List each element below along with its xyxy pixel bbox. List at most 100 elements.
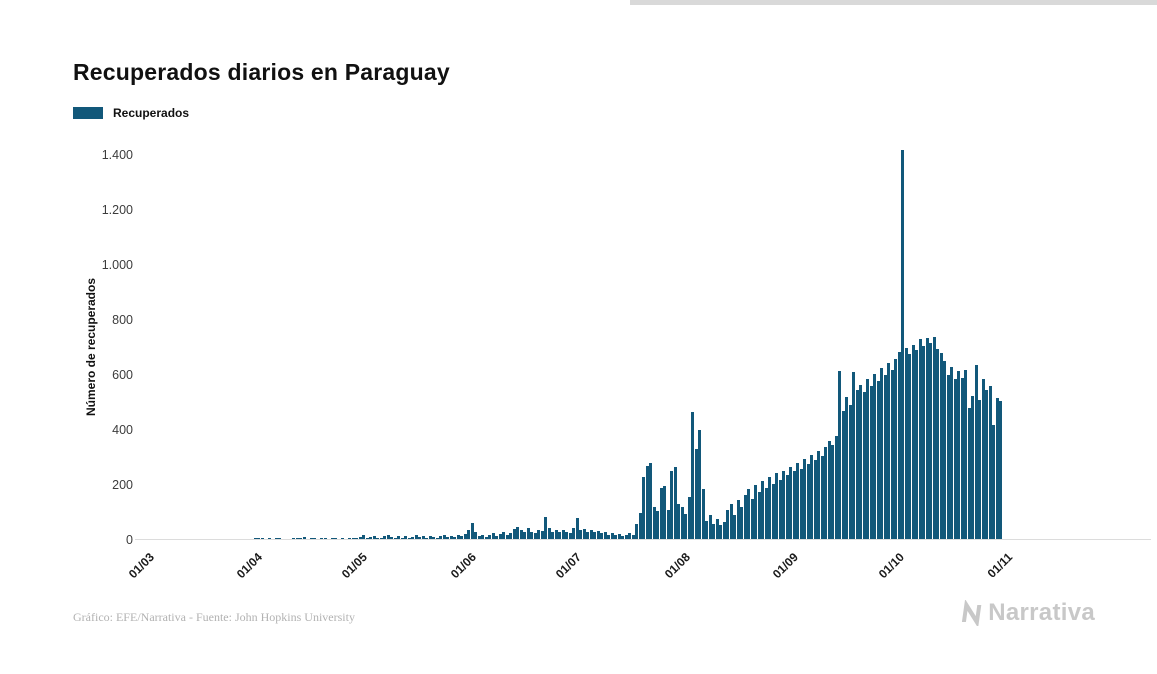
bar <box>621 535 624 540</box>
bar <box>880 368 883 540</box>
bar <box>813 460 817 540</box>
y-tick-label: 800 <box>112 313 133 327</box>
bar <box>495 536 498 540</box>
bar <box>642 476 645 540</box>
y-tick-label: 600 <box>112 368 133 382</box>
bar <box>719 524 722 540</box>
bar <box>379 537 383 540</box>
bar <box>782 471 785 540</box>
bar <box>680 507 684 540</box>
bar <box>883 375 887 540</box>
bar <box>666 509 670 540</box>
bar <box>988 386 992 540</box>
bar <box>922 346 925 540</box>
bar <box>929 343 932 540</box>
bar <box>390 536 393 540</box>
bar <box>722 522 726 540</box>
bar <box>869 386 873 540</box>
bar <box>414 535 418 540</box>
brand-name: Narrativa <box>988 599 1095 626</box>
chart-legend: Recuperados <box>73 106 189 120</box>
bar <box>638 512 642 540</box>
bar <box>806 464 810 540</box>
bar <box>302 536 306 540</box>
bar <box>362 535 365 540</box>
bar <box>365 537 369 540</box>
bar <box>453 537 456 540</box>
bar <box>260 537 264 540</box>
bar <box>544 516 547 540</box>
bar <box>915 350 918 540</box>
bar <box>568 533 572 540</box>
bar <box>733 515 736 540</box>
bar <box>470 522 474 540</box>
bar <box>946 375 950 540</box>
bar <box>512 529 516 540</box>
bar <box>617 533 621 540</box>
plot-area: 0 200 400 600 800 1.000 1.200 1.400 01/03 01/04 0… <box>102 148 1151 581</box>
bar <box>978 399 981 540</box>
bar <box>743 494 747 540</box>
bar <box>551 531 554 540</box>
bar <box>859 384 862 540</box>
bar <box>841 410 845 540</box>
bar <box>708 515 712 540</box>
bar <box>428 535 432 540</box>
bar <box>628 533 631 540</box>
bar <box>572 527 575 540</box>
bar <box>435 537 439 540</box>
bar <box>967 408 971 540</box>
bar <box>901 149 904 540</box>
bar <box>705 520 708 540</box>
bar <box>554 529 558 540</box>
bar <box>831 445 834 540</box>
bar <box>491 533 495 540</box>
bar <box>421 536 425 540</box>
bar <box>824 446 827 540</box>
bar <box>295 537 299 540</box>
bar <box>488 535 491 540</box>
bar <box>960 377 964 540</box>
bar <box>456 535 460 540</box>
bar <box>873 373 876 540</box>
bar <box>547 527 551 540</box>
brand-logo: Narrativa <box>959 599 1095 627</box>
bar <box>943 361 946 540</box>
bar <box>397 536 400 540</box>
bar <box>519 530 523 540</box>
bar <box>579 530 582 540</box>
bar <box>855 390 859 540</box>
bar <box>778 479 782 540</box>
bar <box>820 456 824 540</box>
bar <box>649 463 652 540</box>
bar <box>610 533 614 540</box>
bar <box>687 497 691 540</box>
bar <box>505 535 509 540</box>
bar <box>348 537 351 540</box>
bar <box>614 535 617 540</box>
bar <box>925 337 929 540</box>
bar <box>432 536 435 540</box>
bar <box>761 480 764 540</box>
bar <box>691 412 694 540</box>
bar <box>530 531 533 540</box>
bar <box>729 504 733 540</box>
bar <box>635 523 638 540</box>
bar <box>974 365 978 540</box>
bar <box>953 379 957 540</box>
bar <box>586 531 589 540</box>
bar <box>533 533 537 540</box>
bar <box>561 530 565 540</box>
bar <box>971 395 974 540</box>
bar <box>995 398 999 540</box>
source-credit: Gráfico: EFE/Narrativa - Fuente: John Ho… <box>73 610 355 624</box>
bar <box>726 509 729 540</box>
bar <box>502 531 505 540</box>
bar <box>558 532 561 540</box>
bar <box>764 487 768 540</box>
y-tick-label: 1.000 <box>101 258 133 272</box>
y-tick-label: 200 <box>112 478 133 492</box>
legend-swatch <box>73 107 103 119</box>
bar <box>393 537 397 540</box>
